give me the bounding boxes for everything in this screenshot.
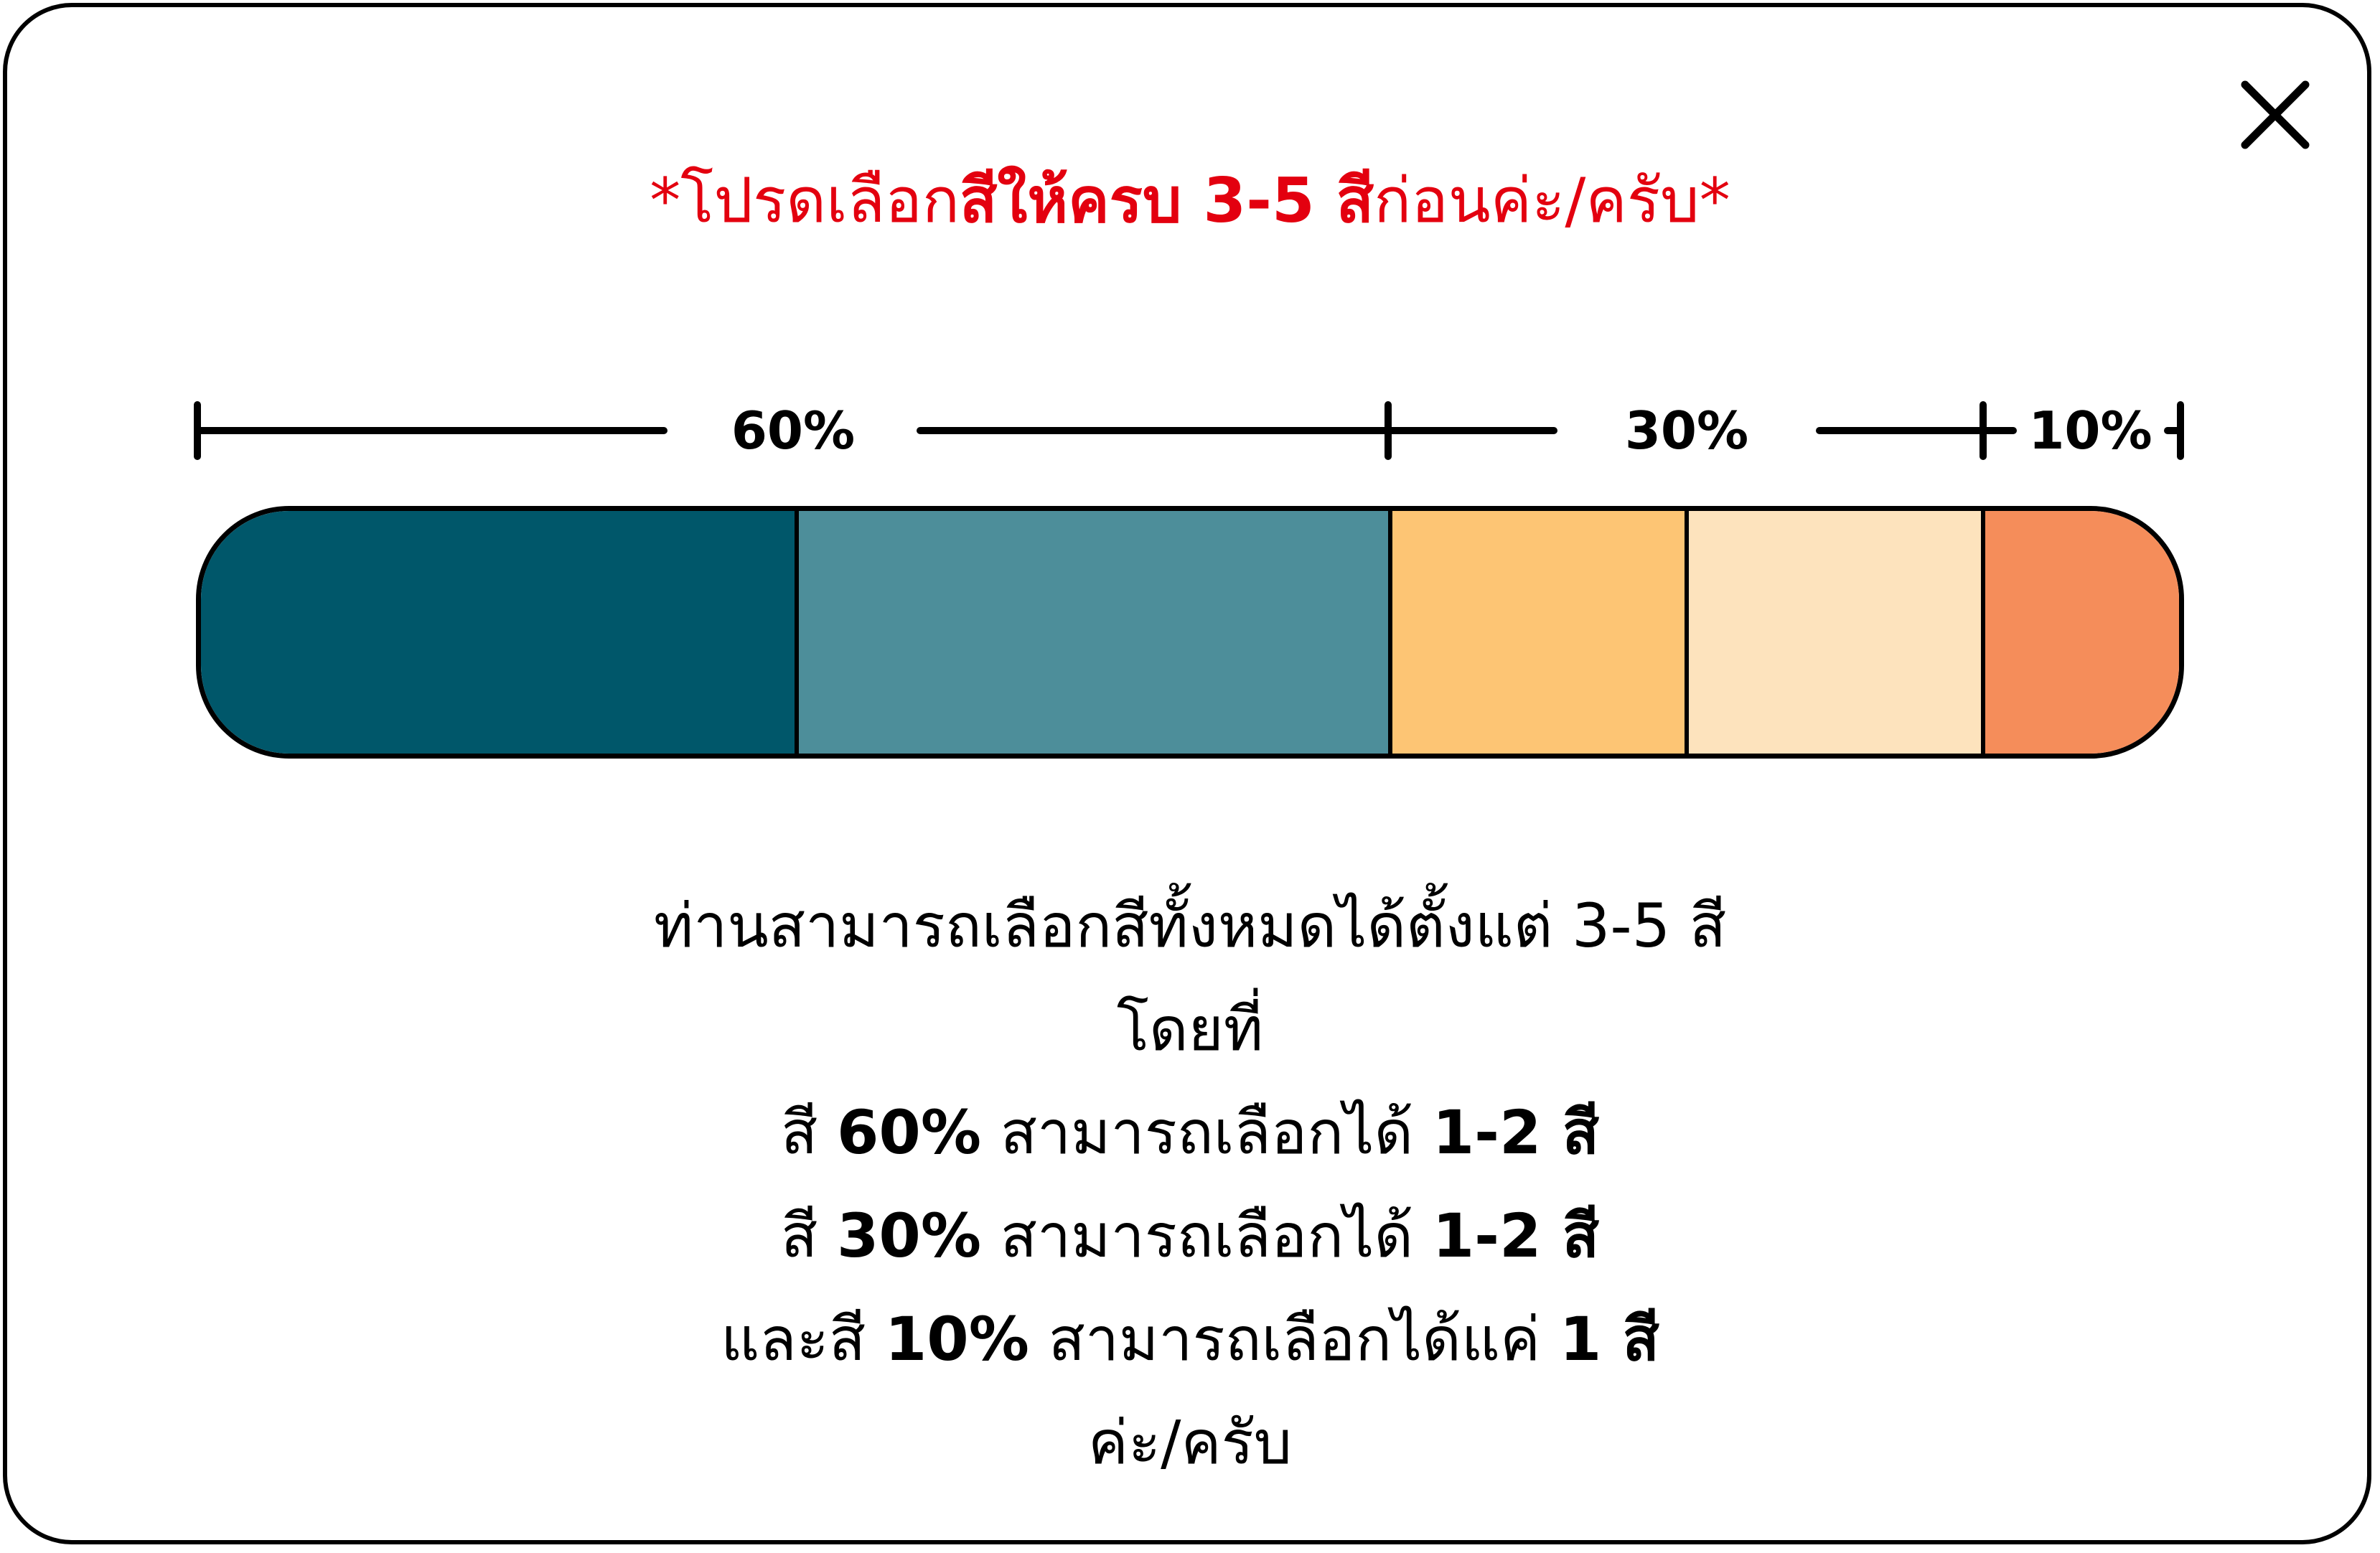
select-colors-warning: *โปรดเลือกสีให้ครบ 3-5 สีก่อนค่ะ/ครับ*: [0, 158, 2380, 244]
color-swatch-2[interactable]: [794, 511, 1388, 754]
instruction-percent: 10%: [884, 1304, 1029, 1374]
close-icon: [2241, 80, 2310, 149]
color-swatch-1[interactable]: [201, 511, 795, 754]
instruction-text: สามารถเลือกได้แค่: [1029, 1304, 1560, 1374]
instruction-count: 1 สี: [1559, 1304, 1659, 1374]
instruction-count: 1-2 สี: [1432, 1201, 1599, 1271]
close-button[interactable]: [2232, 72, 2318, 158]
instruction-text: สามารถเลือกได้: [981, 1097, 1433, 1168]
scale-label-10: 10%: [2028, 400, 2152, 461]
instruction-text: สี: [781, 1097, 837, 1168]
instruction-line-2: โดยที่: [1116, 994, 1264, 1064]
color-swatch-5[interactable]: [1981, 511, 2179, 754]
instruction-count: 1-2 สี: [1432, 1097, 1599, 1168]
warning-suffix: ก่อนค่ะ/ครับ*: [1374, 165, 1730, 237]
warning-prefix: *โปรดเลือก: [650, 165, 960, 237]
color-swatch-3[interactable]: [1387, 511, 1685, 754]
color-ratio-bar: [196, 506, 2184, 759]
scale-label-60: 60%: [731, 400, 856, 461]
instruction-line-5: และสี 10% สามารถเลือกได้แค่ 1 สี: [0, 1287, 2380, 1391]
scale-lines: [194, 401, 2184, 460]
instruction-line-1: ท่านสามารถเลือกสีทั้งหมดได้ตั้งแต่ 3-5 ส…: [653, 891, 1727, 961]
instruction-line-4: สี 30% สามารถเลือกได้ 1-2 สี: [0, 1184, 2380, 1287]
instruction-percent: 60%: [836, 1097, 982, 1168]
warning-emphasis: สีให้ครบ 3-5 สี: [959, 165, 1374, 237]
instruction-text: และสี: [721, 1304, 885, 1374]
instruction-text: สามารถเลือกได้: [981, 1201, 1433, 1271]
proportion-scale: 60% 30% 10%: [0, 388, 2380, 474]
color-swatch-4[interactable]: [1684, 511, 1982, 754]
scale-label-30: 30%: [1624, 400, 1749, 461]
instruction-percent: 30%: [836, 1201, 982, 1271]
instruction-line-6: ค่ะ/ครับ: [1087, 1407, 1293, 1478]
instruction-text: สี: [781, 1201, 837, 1271]
instruction-line-3: สี 60% สามารถเลือกได้ 1-2 สี: [0, 1081, 2380, 1184]
instructions: ท่านสามารถเลือกสีทั้งหมดได้ตั้งแต่ 3-5 ส…: [0, 874, 2380, 1494]
color-rule-dialog: [3, 3, 2371, 1544]
